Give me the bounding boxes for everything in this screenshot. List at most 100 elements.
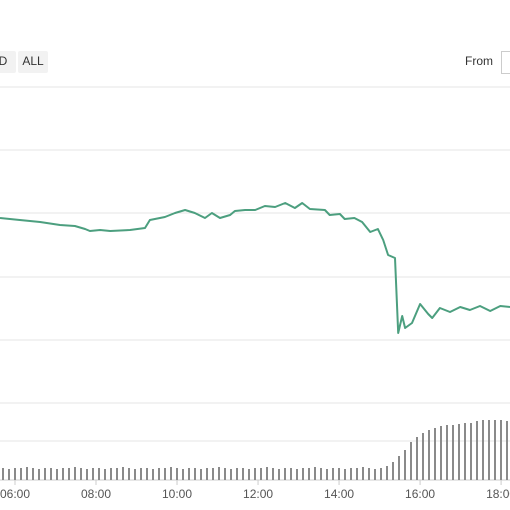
volume-bar (32, 468, 34, 480)
volume-bar (122, 467, 124, 480)
volume-bar (446, 425, 448, 480)
volume-bar (44, 468, 46, 480)
volume-bar (236, 468, 238, 480)
range-button-label[interactable]: ALL (22, 54, 44, 68)
volume-bar (74, 467, 76, 480)
volume-bar (350, 468, 352, 480)
volume-bar (416, 437, 418, 480)
volume-bar (182, 469, 184, 480)
volume-bar (464, 423, 466, 480)
volume-bar (302, 468, 304, 480)
volume-bar (326, 469, 328, 480)
range-button-label[interactable]: D (0, 54, 8, 68)
volume-bar (110, 468, 112, 480)
volume-bar (20, 468, 22, 480)
volume-bar (476, 421, 478, 480)
volume-bar (212, 468, 214, 480)
volume-bar (470, 423, 472, 480)
volume-bar (434, 428, 436, 480)
volume-bar (14, 468, 16, 480)
range-button[interactable] (18, 51, 48, 73)
volume-bar (26, 467, 28, 480)
volume-bar (314, 467, 316, 480)
volume-bar (386, 466, 388, 480)
volume-bar (92, 468, 94, 480)
volume-bar (170, 467, 172, 480)
volume-bar (398, 456, 400, 480)
volume-bar (332, 468, 334, 480)
volume-bar (362, 467, 364, 480)
volume-bar (146, 468, 148, 480)
volume-bar (206, 468, 208, 480)
volume-bar (176, 468, 178, 480)
x-tick-label: 16:00 (405, 487, 435, 501)
volume-bar (500, 420, 502, 480)
x-tick-label: 10:00 (162, 487, 192, 501)
volume-bar (422, 433, 424, 480)
volume-bar (392, 462, 394, 480)
volume-bar (8, 469, 10, 480)
volume-bar (152, 469, 154, 480)
volume-bar (98, 468, 100, 480)
volume-bar (278, 469, 280, 480)
volume-bar (230, 469, 232, 480)
volume-bar (410, 442, 412, 480)
volume-bar (368, 468, 370, 480)
volume-bar (320, 468, 322, 480)
volume-bar (458, 424, 460, 480)
volume-bar (2, 468, 4, 480)
x-tick-label: 12:00 (243, 487, 273, 501)
volume-bar (404, 450, 406, 480)
volume-bar (200, 469, 202, 480)
volume-bar (248, 469, 250, 480)
volume-bar (428, 430, 430, 480)
volume-bar (482, 420, 484, 480)
volume-bar (218, 467, 220, 480)
range-button[interactable] (0, 51, 16, 73)
volume-bar (104, 469, 106, 480)
volume-bar (494, 420, 496, 480)
volume-bar (380, 468, 382, 480)
price-line (0, 202, 510, 334)
volume-bar (86, 469, 88, 480)
volume-bar (62, 468, 64, 480)
volume-bar (308, 468, 310, 480)
from-label: From (465, 54, 493, 68)
volume-bar (356, 468, 358, 480)
x-tick-label: 18:00 (486, 487, 510, 501)
volume-bar (254, 468, 256, 480)
volume-bar (38, 469, 40, 480)
volume-bar (338, 468, 340, 480)
x-tick-label: 08:00 (81, 487, 111, 501)
volume-bar (128, 468, 130, 480)
volume-bar (116, 468, 118, 480)
volume-bar (488, 420, 490, 480)
volume-bar (452, 425, 454, 480)
volume-bar (284, 468, 286, 480)
volume-bar (272, 468, 274, 480)
x-tick-label: 06:00 (0, 487, 30, 501)
volume-bar (224, 468, 226, 480)
volume-bar (344, 469, 346, 480)
volume-bar (194, 468, 196, 480)
volume-bar (374, 469, 376, 480)
volume-bar (506, 421, 508, 480)
volume-bar (290, 468, 292, 480)
volume-bar (296, 469, 298, 480)
volume-bar (140, 468, 142, 480)
volume-bar (440, 426, 442, 480)
volume-bar (242, 468, 244, 480)
volume-bar (56, 469, 58, 480)
volume-bar (68, 468, 70, 480)
volume-bar (134, 469, 136, 480)
volume-bar (266, 467, 268, 480)
volume-bar (164, 468, 166, 480)
volume-bar (50, 468, 52, 480)
x-tick-label: 14:00 (324, 487, 354, 501)
volume-bar (158, 468, 160, 480)
volume-bar (80, 468, 82, 480)
volume-bar (188, 468, 190, 480)
from-input[interactable] (501, 51, 510, 74)
